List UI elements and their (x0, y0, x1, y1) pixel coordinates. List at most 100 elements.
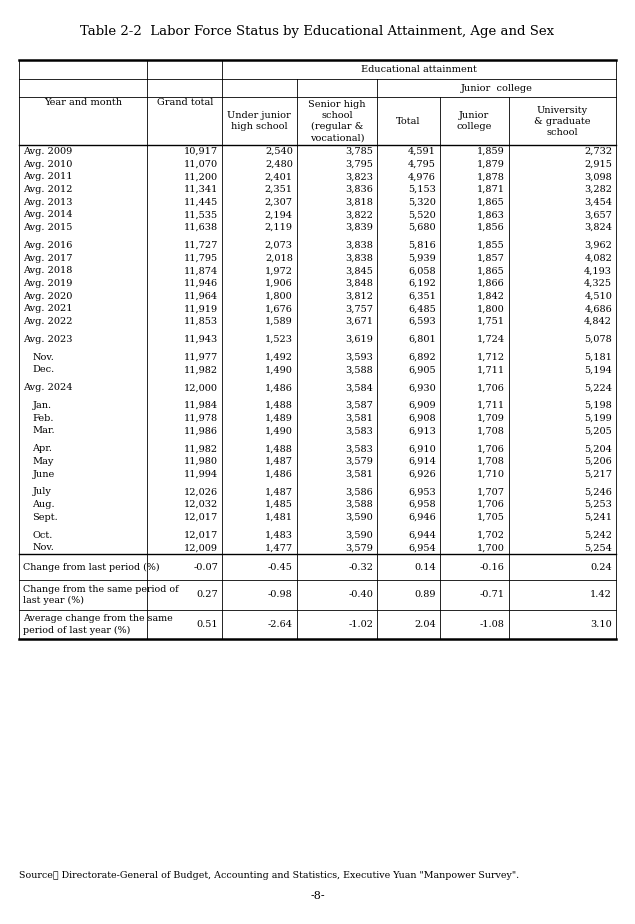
Text: Educational attainment: Educational attainment (361, 65, 477, 74)
Text: 11,943: 11,943 (184, 335, 218, 344)
Text: 3,593: 3,593 (345, 353, 373, 361)
Text: 2,194: 2,194 (265, 211, 293, 219)
Text: 1,856: 1,856 (477, 224, 505, 232)
Text: 1,879: 1,879 (477, 160, 505, 168)
Text: 5,254: 5,254 (584, 543, 612, 553)
Text: Avg. 2020: Avg. 2020 (23, 292, 72, 300)
Text: Sept.: Sept. (32, 513, 58, 522)
Text: 5,680: 5,680 (408, 224, 436, 232)
Text: 12,000: 12,000 (184, 383, 218, 392)
Text: 6,958: 6,958 (408, 500, 436, 509)
Text: 6,905: 6,905 (408, 366, 436, 374)
Text: 5,078: 5,078 (584, 335, 612, 344)
Text: Average change from the same
period of last year (%): Average change from the same period of l… (23, 614, 173, 635)
Text: 2,401: 2,401 (265, 173, 293, 181)
Text: Senior high
school
(regular &
vocational): Senior high school (regular & vocational… (308, 100, 366, 142)
Text: 5,153: 5,153 (408, 185, 436, 194)
Text: 1,842: 1,842 (477, 292, 505, 300)
Text: 3,282: 3,282 (584, 185, 612, 194)
Text: 6,953: 6,953 (408, 488, 436, 496)
Text: -8-: -8- (310, 891, 325, 901)
Text: Dec.: Dec. (32, 366, 55, 374)
Text: 2.04: 2.04 (414, 620, 436, 629)
Text: 6,892: 6,892 (408, 353, 436, 361)
Text: 4,795: 4,795 (408, 160, 436, 168)
Text: June: June (32, 469, 55, 479)
Text: 1,705: 1,705 (477, 513, 505, 522)
Text: 11,994: 11,994 (184, 469, 218, 479)
Text: Junior  college: Junior college (460, 83, 533, 92)
Text: 2,119: 2,119 (265, 224, 293, 232)
Text: Avg. 2009: Avg. 2009 (23, 147, 72, 156)
Text: 3,583: 3,583 (345, 444, 373, 453)
Text: Table 2-2  Labor Force Status by Educational Attainment, Age and Sex: Table 2-2 Labor Force Status by Educatio… (81, 25, 554, 38)
Text: 1,523: 1,523 (265, 335, 293, 344)
Text: 6,944: 6,944 (408, 530, 436, 540)
Text: 4,591: 4,591 (408, 147, 436, 156)
Text: 1,857: 1,857 (477, 254, 505, 262)
Text: 1,489: 1,489 (265, 414, 293, 422)
Text: Avg. 2024: Avg. 2024 (23, 383, 72, 392)
Text: 12,017: 12,017 (184, 530, 218, 540)
Text: 3.10: 3.10 (591, 620, 612, 629)
Text: 3,836: 3,836 (345, 185, 373, 194)
Text: 3,098: 3,098 (584, 173, 612, 181)
Text: 4,842: 4,842 (584, 317, 612, 326)
Text: 11,535: 11,535 (184, 211, 218, 219)
Text: 6,914: 6,914 (408, 457, 436, 466)
Text: May: May (32, 457, 54, 466)
Text: 11,919: 11,919 (184, 305, 218, 313)
Text: 3,657: 3,657 (584, 211, 612, 219)
Text: 3,587: 3,587 (345, 401, 373, 410)
Text: 12,009: 12,009 (184, 543, 218, 553)
Text: 1,490: 1,490 (265, 366, 293, 374)
Text: 3,848: 3,848 (345, 279, 373, 288)
Text: 4,325: 4,325 (584, 279, 612, 288)
Text: 5,939: 5,939 (408, 254, 436, 262)
Text: 3,838: 3,838 (345, 254, 373, 262)
Text: 1,477: 1,477 (265, 543, 293, 553)
Text: 1,486: 1,486 (265, 469, 293, 479)
Text: Apr.: Apr. (32, 444, 52, 453)
Text: 1,712: 1,712 (477, 353, 505, 361)
Text: 6,351: 6,351 (408, 292, 436, 300)
Text: 3,822: 3,822 (345, 211, 373, 219)
Text: -1.08: -1.08 (480, 620, 505, 629)
Text: -0.32: -0.32 (349, 563, 373, 572)
Text: 3,590: 3,590 (345, 513, 373, 522)
Text: Avg. 2022: Avg. 2022 (23, 317, 72, 326)
Text: Avg. 2018: Avg. 2018 (23, 266, 72, 275)
Text: 5,199: 5,199 (584, 414, 612, 422)
Text: 0.27: 0.27 (196, 590, 218, 600)
Text: 3,785: 3,785 (345, 147, 373, 156)
Text: 1,871: 1,871 (477, 185, 505, 194)
Text: 1,702: 1,702 (477, 530, 505, 540)
Text: 1,486: 1,486 (265, 383, 293, 392)
Text: 2,915: 2,915 (584, 160, 612, 168)
Text: Change from the same period of
last year (%): Change from the same period of last year… (23, 585, 178, 605)
Text: 1,676: 1,676 (265, 305, 293, 313)
Text: Under junior
high school: Under junior high school (227, 111, 291, 131)
Text: 11,341: 11,341 (184, 185, 218, 194)
Text: 0.24: 0.24 (591, 563, 612, 572)
Text: 1,878: 1,878 (477, 173, 505, 181)
Text: 11,980: 11,980 (184, 457, 218, 466)
Text: 6,485: 6,485 (408, 305, 436, 313)
Text: 1,865: 1,865 (477, 198, 505, 207)
Text: 1,708: 1,708 (477, 457, 505, 466)
Text: 4,082: 4,082 (584, 254, 612, 262)
Text: -0.16: -0.16 (480, 563, 505, 572)
Text: 5,205: 5,205 (584, 427, 612, 435)
Text: 4,976: 4,976 (408, 173, 436, 181)
Text: 11,874: 11,874 (184, 266, 218, 275)
Text: Nov.: Nov. (32, 543, 54, 553)
Text: 1,709: 1,709 (477, 414, 505, 422)
Text: 11,982: 11,982 (184, 444, 218, 453)
Text: 0.89: 0.89 (415, 590, 436, 600)
Text: 1,863: 1,863 (477, 211, 505, 219)
Text: 4,686: 4,686 (584, 305, 612, 313)
Text: Total: Total (396, 116, 421, 126)
Text: Avg. 2013: Avg. 2013 (23, 198, 72, 207)
Text: 3,579: 3,579 (345, 543, 373, 553)
Text: 11,070: 11,070 (184, 160, 218, 168)
